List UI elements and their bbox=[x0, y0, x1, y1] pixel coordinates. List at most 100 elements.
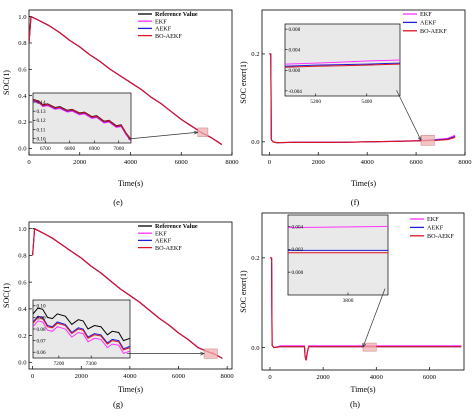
y-tick-label-h-0: 0.0 bbox=[251, 345, 260, 352]
x-tick-label-h-0: 0 bbox=[268, 374, 272, 381]
x-tick-label-h-3: 6000 bbox=[423, 374, 437, 381]
inset-line-h-ekf bbox=[288, 225, 388, 229]
panel-caption-h: (h) bbox=[350, 399, 360, 409]
inset-x-tick-label-e-0: 6700 bbox=[40, 146, 51, 152]
inset-y-tick-label-f-0: -0.004 bbox=[289, 89, 303, 95]
zoom-arrowhead-g bbox=[200, 351, 205, 356]
zoom-connector-f bbox=[396, 90, 422, 141]
zoom-arrowhead-e bbox=[193, 130, 199, 135]
inset-y-tick-label-h-2: 0.004 bbox=[292, 224, 304, 230]
x-tick-label-h-2: 4000 bbox=[370, 374, 384, 381]
y-tick-label-e-3: 0.6 bbox=[18, 67, 27, 74]
x-axis-label-f: Time(s) bbox=[351, 179, 376, 188]
zoom-connector-h bbox=[362, 288, 386, 348]
y-tick-label-g-1: 0.2 bbox=[18, 333, 26, 340]
inset-y-tick-label-f-3: 0.008 bbox=[289, 27, 301, 33]
x-tick-label-g-1: 2000 bbox=[75, 373, 89, 380]
x-tick-label-f-4: 8000 bbox=[458, 159, 472, 166]
inset-line-g-bo-aekf bbox=[33, 316, 130, 351]
legend-label-g-reference-value: Reference Value bbox=[155, 223, 198, 230]
legend-label-e-aekf: AEKF bbox=[155, 26, 172, 33]
x-axis-label-g: Time(s) bbox=[118, 385, 143, 394]
x-tick-label-e-0: 0 bbox=[27, 159, 31, 166]
zoom-box-f bbox=[420, 134, 435, 146]
legend-label-f-ekf: EKF bbox=[420, 11, 432, 18]
y-tick-label-g-2: 0.4 bbox=[18, 306, 27, 313]
inset-x-tick-label-g-1: 7300 bbox=[86, 361, 97, 367]
y-axis-label-e: SOC(1) bbox=[2, 70, 11, 95]
y-axis-label-h: SOC erorr(1) bbox=[239, 270, 248, 313]
inset-y-tick-label-e-4: 0.14 bbox=[37, 100, 46, 106]
inset-frame-e bbox=[32, 92, 132, 144]
y-tick-label-e-0: 0.0 bbox=[18, 146, 27, 153]
zoom-box-g bbox=[203, 348, 218, 359]
y-tick-label-g-4: 0.8 bbox=[18, 253, 27, 260]
inset-x-tick-label-g-0: 7200 bbox=[53, 361, 64, 367]
legend-label-h-aekf: AEKF bbox=[427, 225, 444, 232]
inset-y-tick-label-f-2: 0.004 bbox=[289, 48, 301, 54]
inset-x-tick-label-h-0: 3800 bbox=[343, 298, 354, 304]
y-tick-label-g-5: 1.0 bbox=[18, 226, 27, 233]
x-tick-label-e-3: 6000 bbox=[175, 159, 189, 166]
x-tick-label-f-3: 6000 bbox=[409, 159, 423, 166]
panel-f: 0 2000 4000 6000 8000 0.0 0.2 Time(s) SOC erorr(… bbox=[239, 9, 472, 207]
legend-label-g-aekf: AEKF bbox=[155, 238, 172, 245]
panel-caption-g: (g) bbox=[113, 399, 123, 409]
inset-x-tick-label-e-1: 6800 bbox=[64, 146, 75, 152]
inset-frame-f bbox=[284, 23, 401, 97]
inset-line-g-aekf bbox=[33, 315, 130, 350]
inset-y-tick-label-g-0: 0.06 bbox=[37, 350, 46, 356]
inset-y-tick-label-e-3: 0.13 bbox=[37, 109, 46, 115]
y-tick-label-g-3: 0.6 bbox=[18, 279, 27, 286]
legend-label-h-bo-aekf: BO-AEKF bbox=[427, 233, 454, 240]
x-tick-label-g-3: 6000 bbox=[172, 373, 186, 380]
inset-line-f-ekf bbox=[285, 59, 400, 65]
zoom-box-h bbox=[362, 342, 377, 352]
zoom-arrowhead-f bbox=[417, 136, 422, 142]
inset-line-f-aekf bbox=[285, 62, 400, 67]
legend-label-h-ekf: EKF bbox=[427, 216, 439, 223]
plot-frame-h bbox=[261, 212, 465, 371]
legend-label-e-reference-value: Reference Value bbox=[155, 11, 198, 18]
legend-label-g-bo-aekf: BO-AEKF bbox=[155, 245, 182, 252]
x-tick-label-g-0: 0 bbox=[31, 373, 35, 380]
legend-label-f-aekf: AEKF bbox=[420, 20, 437, 27]
y-tick-label-f-1: 0.2 bbox=[251, 51, 259, 58]
inset-y-tick-label-h-0: 0.000 bbox=[292, 270, 304, 276]
inset-y-tick-label-g-4: 0.10 bbox=[37, 304, 46, 310]
inset-y-tick-label-g-1: 0.07 bbox=[37, 339, 46, 345]
y-axis-label-g: SOC(1) bbox=[2, 283, 11, 308]
inset-y-tick-label-h-1: 0.002 bbox=[292, 247, 304, 253]
inset-line-g-reference-value bbox=[33, 307, 130, 342]
series-line-g-bo-aekf bbox=[32, 228, 223, 359]
inset-y-tick-label-g-2: 0.08 bbox=[37, 327, 46, 333]
legend-label-f-bo-aekf: BO-AEKF bbox=[420, 28, 447, 35]
y-tick-label-e-1: 0.2 bbox=[18, 119, 26, 126]
inset-y-tick-label-e-1: 0.11 bbox=[37, 127, 46, 133]
x-tick-label-g-4: 8000 bbox=[221, 373, 235, 380]
y-tick-label-g-0: 0.0 bbox=[18, 360, 27, 367]
x-axis-label-h: Time(s) bbox=[350, 385, 375, 394]
zoom-connector-e bbox=[128, 131, 198, 140]
x-tick-label-g-2: 4000 bbox=[123, 373, 137, 380]
legend-label-e-bo-aekf: BO-AEKF bbox=[155, 33, 182, 40]
x-tick-label-f-2: 4000 bbox=[361, 159, 375, 166]
y-tick-label-f-0: 0.0 bbox=[251, 139, 260, 146]
legend-label-e-ekf: EKF bbox=[155, 18, 167, 25]
inset-x-tick-label-f-1: 5400 bbox=[361, 99, 372, 105]
panel-e: 0 2000 4000 6000 8000 0.0 0.2 0.4 0.6 0.8 1.0 Time(… bbox=[2, 9, 239, 207]
x-tick-label-h-1: 2000 bbox=[317, 374, 331, 381]
zoom-box-e bbox=[197, 127, 209, 137]
y-axis-label-f: SOC erorr(1) bbox=[239, 61, 248, 104]
inset-line-g-ekf bbox=[33, 320, 130, 355]
inset-x-tick-label-e-2: 6900 bbox=[89, 146, 100, 152]
inset-line-e-ekf bbox=[33, 100, 131, 142]
y-tick-label-e-5: 1.0 bbox=[18, 14, 27, 21]
zoom-arrowhead-h bbox=[362, 343, 367, 348]
panel-h: 0 2000 4000 6000 0.0 0.2 Time(s) SOC erorr(1) 38… bbox=[239, 212, 465, 409]
inset-y-tick-label-g-3: 0.09 bbox=[37, 315, 46, 321]
x-tick-label-e-2: 4000 bbox=[124, 159, 138, 166]
inset-y-tick-label-e-2: 0.12 bbox=[37, 118, 46, 124]
inset-line-f-bo-aekf bbox=[285, 63, 400, 68]
